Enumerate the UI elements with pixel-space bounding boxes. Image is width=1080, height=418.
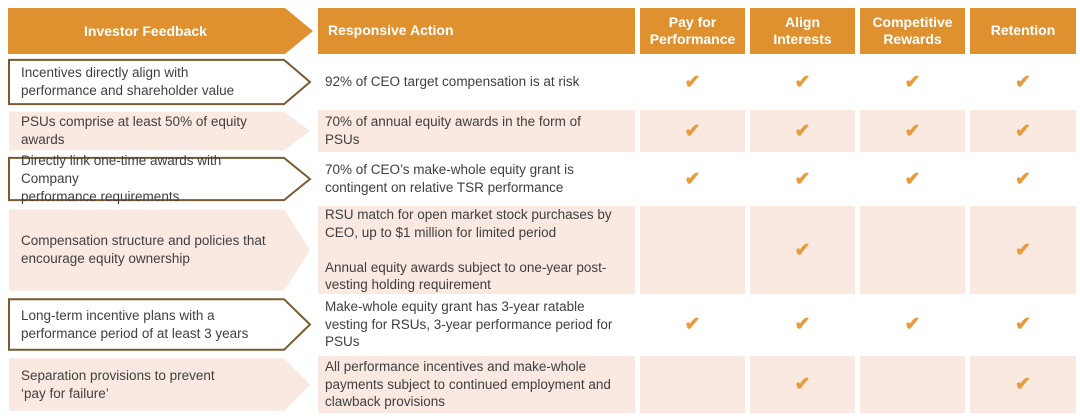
check-cell-align-interests-checkmark-icon: ✔ bbox=[750, 356, 855, 413]
check-cell-retention-checkmark-icon: ✔ bbox=[970, 110, 1076, 152]
action-text: Annual equity awards subject to one-year… bbox=[325, 259, 607, 293]
feedback-arrow: Incentives directly align with performan… bbox=[8, 58, 313, 106]
feedback-arrow: Directly link one-time awards with Compa… bbox=[8, 153, 313, 204]
arrow-shape-icon bbox=[9, 209, 310, 291]
feedback-text: Long-term incentive plans with a perform… bbox=[21, 307, 249, 341]
column-header-retention: Retention bbox=[970, 8, 1076, 54]
investor-feedback-header-arrow: Investor Feedback bbox=[8, 8, 313, 54]
check-cell-retention-checkmark-icon: ✔ bbox=[970, 356, 1076, 413]
action-text: RSU match for open market stock purchase… bbox=[325, 207, 612, 240]
check-cell-align-interests-checkmark-icon: ✔ bbox=[794, 314, 811, 335]
feedback-text: Directly link one-time awards with Compa… bbox=[21, 153, 222, 204]
arrow-shape-icon bbox=[8, 8, 313, 54]
action-cell: 70% of CEO’s make-whole equity grant is … bbox=[318, 156, 635, 202]
action-text: 70% of annual equity awards in the form … bbox=[325, 114, 581, 147]
feedback-arrow: Long-term incentive plans with a perform… bbox=[8, 297, 313, 352]
action-text: 92% of CEO target compensation is at ris… bbox=[325, 74, 580, 90]
action-cell: Make-whole equity grant has 3-year ratab… bbox=[318, 297, 635, 352]
responsive-action-header: Responsive Action bbox=[318, 8, 635, 54]
action-cell: 92% of CEO target compensation is at ris… bbox=[318, 58, 635, 106]
check-cell-competitive-rewards-checkmark-icon: ✔ bbox=[904, 314, 921, 335]
check-cell-competitive-rewards bbox=[860, 206, 965, 295]
check-cell-retention-checkmark-icon: ✔ bbox=[1015, 168, 1031, 190]
table-row: Separation provisions to prevent ‘pay fo… bbox=[8, 356, 1076, 413]
feedback-text: Compensation structure and policies that… bbox=[21, 233, 266, 267]
action-text: All performance incentives and make-whol… bbox=[325, 358, 611, 410]
check-cell-align-interests-checkmark-icon: ✔ bbox=[794, 71, 811, 93]
check-cell-retention-checkmark-icon: ✔ bbox=[1015, 314, 1031, 335]
action-text: Make-whole equity grant has 3-year ratab… bbox=[325, 298, 613, 350]
action-text: 70% of CEO’s make-whole equity grant is … bbox=[325, 162, 574, 195]
feedback-text: Incentives directly align with performan… bbox=[21, 65, 235, 98]
table-row: PSUs comprise at least 50% of equity awa… bbox=[8, 110, 1076, 152]
check-cell-align-interests-checkmark-icon: ✔ bbox=[750, 206, 855, 295]
investor-feedback-header-label: Investor Feedback bbox=[84, 22, 207, 39]
feedback-text: PSUs comprise at least 50% of equity awa… bbox=[21, 114, 247, 147]
table-row: Incentives directly align with performan… bbox=[8, 58, 1076, 106]
column-header-pay-for-performance: Pay for Performance bbox=[640, 8, 745, 54]
table-body: Incentives directly align with performan… bbox=[8, 58, 1076, 413]
table-row: Directly link one-time awards with Compa… bbox=[8, 153, 1076, 204]
action-cell: All performance incentives and make-whol… bbox=[318, 356, 635, 413]
column-header-competitive-rewards: Competitive Rewards bbox=[860, 8, 965, 54]
action-cell: RSU match for open market stock purchase… bbox=[318, 206, 635, 295]
check-cell-align-interests-checkmark-icon: ✔ bbox=[750, 110, 855, 152]
check-cell-retention-checkmark-icon: ✔ bbox=[970, 206, 1076, 295]
arrow-shape-icon bbox=[9, 358, 310, 411]
arrow-shape-icon bbox=[8, 156, 313, 202]
check-cell-retention-checkmark-icon: ✔ bbox=[1015, 71, 1031, 93]
check-cell-pay-for-performance-checkmark-icon: ✔ bbox=[684, 314, 701, 335]
feedback-arrow: Compensation structure and policies that… bbox=[8, 206, 313, 294]
check-cell-competitive-rewards-checkmark-icon: ✔ bbox=[860, 110, 965, 152]
check-cell-pay-for-performance-checkmark-icon: ✔ bbox=[684, 168, 701, 190]
check-cell-competitive-rewards-checkmark-icon: ✔ bbox=[904, 168, 921, 190]
arrow-shape-icon bbox=[9, 111, 310, 151]
column-header-align-interests: Align Interests bbox=[750, 8, 855, 54]
feedback-text: Separation provisions to prevent ‘pay fo… bbox=[21, 367, 215, 401]
check-cell-pay-for-performance-checkmark-icon: ✔ bbox=[684, 71, 701, 93]
check-cell-align-interests-checkmark-icon: ✔ bbox=[794, 168, 811, 190]
check-cell-pay-for-performance-checkmark-icon: ✔ bbox=[640, 110, 745, 152]
check-cell-competitive-rewards-checkmark-icon: ✔ bbox=[904, 71, 921, 93]
action-cell: 70% of annual equity awards in the form … bbox=[318, 110, 635, 152]
arrow-shape-icon bbox=[8, 58, 313, 106]
feedback-arrow: PSUs comprise at least 50% of equity awa… bbox=[8, 110, 313, 152]
check-cell-competitive-rewards bbox=[860, 356, 965, 413]
table-row: Long-term incentive plans with a perform… bbox=[8, 297, 1076, 352]
feedback-arrow: Separation provisions to prevent ‘pay fo… bbox=[8, 356, 313, 413]
table-header: Investor Feedback Responsive Action Pay … bbox=[8, 8, 1076, 54]
arrow-shape-icon bbox=[8, 297, 313, 352]
check-cell-pay-for-performance bbox=[640, 206, 745, 295]
check-cell-pay-for-performance bbox=[640, 356, 745, 413]
table-row: Compensation structure and policies that… bbox=[8, 206, 1076, 295]
